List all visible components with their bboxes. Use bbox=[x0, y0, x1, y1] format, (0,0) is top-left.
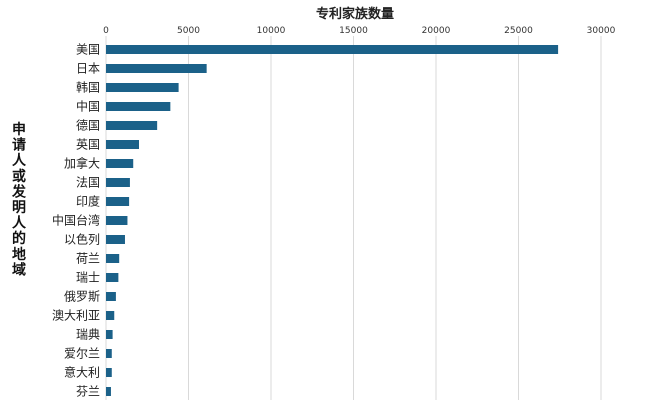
bar-3 bbox=[106, 102, 171, 111]
bar-14 bbox=[106, 311, 115, 320]
x-tick-label-1: 5000 bbox=[177, 26, 200, 36]
y-axis-title: 申请人或发明人的地域 bbox=[11, 121, 27, 278]
category-label-3: 中国 bbox=[76, 99, 100, 114]
bar-16 bbox=[106, 349, 112, 358]
category-label-16: 爱尔兰 bbox=[64, 346, 100, 361]
bar-8 bbox=[106, 197, 130, 206]
category-label-8: 印度 bbox=[76, 194, 100, 209]
category-label-17: 意大利 bbox=[64, 365, 100, 380]
bar-6 bbox=[106, 159, 134, 168]
category-label-6: 加拿大 bbox=[64, 156, 100, 171]
category-labels: 美国日本韩国中国德国英国加拿大法国印度中国台湾以色列荷兰瑞士俄罗斯澳大利亚瑞典爱… bbox=[52, 43, 100, 399]
category-label-9: 中国台湾 bbox=[52, 213, 100, 228]
bar-11 bbox=[106, 254, 120, 263]
bar-17 bbox=[106, 368, 112, 377]
bar-4 bbox=[106, 121, 158, 130]
bar-1 bbox=[106, 64, 207, 73]
gridlines bbox=[105, 36, 602, 400]
category-label-10: 以色列 bbox=[64, 233, 100, 247]
category-label-11: 荷兰 bbox=[76, 252, 100, 266]
category-label-7: 法国 bbox=[76, 176, 100, 190]
bars bbox=[106, 45, 559, 396]
category-label-5: 英国 bbox=[76, 138, 100, 152]
bar-7 bbox=[106, 178, 130, 187]
bar-13 bbox=[106, 292, 116, 301]
category-label-0: 美国 bbox=[76, 43, 100, 57]
bar-5 bbox=[106, 140, 139, 149]
bar-15 bbox=[106, 330, 113, 339]
x-tick-label-4: 20000 bbox=[422, 26, 451, 36]
category-label-12: 瑞士 bbox=[76, 271, 100, 285]
y-axis-title-text: 申请人或发明人的地域 bbox=[11, 121, 27, 278]
x-axis-title: 专利家族数量 bbox=[316, 6, 394, 22]
x-tick-label-0: 0 bbox=[103, 26, 109, 36]
category-label-15: 瑞典 bbox=[76, 328, 100, 342]
x-tick-label-5: 25000 bbox=[504, 26, 533, 36]
bar-10 bbox=[106, 235, 125, 244]
x-tick-label-3: 15000 bbox=[339, 26, 368, 36]
x-tick-label-6: 30000 bbox=[587, 26, 616, 36]
bar-12 bbox=[106, 273, 119, 282]
category-label-14: 澳大利亚 bbox=[52, 309, 100, 323]
category-label-1: 日本 bbox=[76, 62, 100, 76]
category-label-18: 芬兰 bbox=[76, 385, 100, 399]
bar-18 bbox=[106, 387, 111, 396]
bar-2 bbox=[106, 83, 179, 92]
category-label-2: 韩国 bbox=[76, 80, 100, 95]
category-label-4: 德国 bbox=[76, 118, 100, 133]
x-tick-label-2: 10000 bbox=[257, 26, 286, 36]
x-tick-labels: 0 5000 10000 15000 20000 25000 30000 bbox=[103, 26, 615, 36]
category-label-13: 俄罗斯 bbox=[64, 290, 100, 304]
bar-0 bbox=[106, 45, 559, 54]
bar-9 bbox=[106, 216, 128, 225]
